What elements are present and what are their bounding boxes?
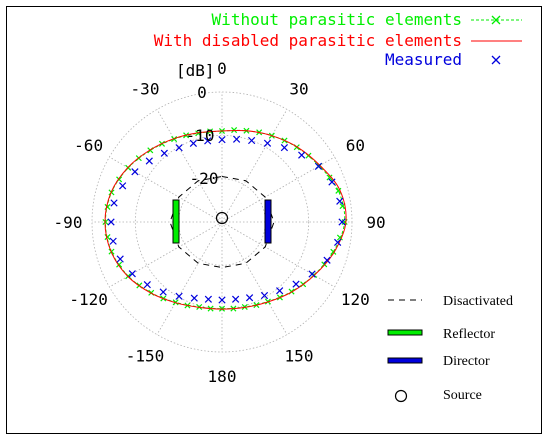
measured-marker [263,139,272,147]
measured-marker [336,197,344,205]
director-element [264,199,272,244]
series-without-parasitic [102,127,348,312]
grid-spoke-120 [221,221,335,288]
angle-tick-label: 120 [341,290,370,309]
legend-label-measured: Measured [385,50,462,69]
measured-marker [189,139,198,148]
grid-spoke-210 [156,221,223,335]
measured-marker [159,288,167,296]
legend-label-director: Director [443,354,490,369]
legend-swatch-measured [491,55,501,65]
legend-swatch-source [394,389,408,403]
grid-spoke-240 [109,221,223,288]
measured-marker [160,149,168,157]
measured-marker [190,294,198,302]
r-tick-label-0: 0 [197,83,207,102]
measured-marker [280,144,289,152]
grid-spoke-150 [221,221,288,335]
legend-label-without: Without parasitic elements [212,10,462,29]
legend-label-reflector: Reflector [443,327,495,342]
measured-marker [334,238,342,247]
legend-swatch-without [471,15,522,25]
angle-tick-labels: 0 30 60 90 120 150 180 -150 -120 -90 -60 -30 [54,59,386,386]
measured-marker [109,237,117,245]
measured-marker [276,287,284,295]
angle-tick-label: -60 [74,136,103,155]
measured-marker [308,270,316,278]
grid-spoke-60 [221,156,335,223]
r-tick-label-10: -10 [186,126,215,145]
measured-marker [314,162,323,170]
angle-tick-label: 180 [208,367,237,386]
antenna-elements [172,199,272,244]
legend-swatch-reflector [387,329,423,336]
series-measured [107,135,346,304]
legend-bottom: Disactivated Reflector Director Source [387,294,513,403]
angle-tick-label: -150 [126,346,165,365]
measured-marker [218,296,226,304]
measured-marker [260,291,269,300]
measured-marker [292,280,300,288]
measured-marker [116,255,124,263]
chart-frame [6,6,542,434]
measured-marker [119,182,127,190]
measured-marker [175,292,183,300]
angle-tick-label: 90 [366,213,385,232]
without-parasitic-marker [335,187,342,194]
legend-swatch-director [387,357,423,364]
legend-top: Without parasitic elements With disabled… [154,10,522,69]
measured-marker [248,136,256,145]
measured-marker [175,144,183,152]
series-disactivated [169,175,275,269]
measured-marker [218,136,226,144]
angle-tick-label: 30 [289,80,308,99]
measured-marker [128,270,136,278]
without-parasitic-line [104,129,346,310]
grid-ring-1 [134,134,310,310]
legend-label-disactivated: Disactivated [443,294,513,309]
angle-tick-label: 60 [346,136,365,155]
legend-label-source: Source [443,388,482,403]
r-tick-label-20: -20 [190,169,219,188]
measured-marker [232,135,241,143]
measured-marker [110,199,118,207]
r-axis-unit-label: [dB] [176,61,215,80]
measured-marker [298,151,306,159]
measured-marker [323,256,331,264]
grid-spoke-30 [221,109,288,223]
measured-marker [143,281,151,289]
source-element [215,211,229,225]
grid-spoke-330 [156,109,223,223]
measured-marker [131,168,139,176]
measured-marker [328,178,336,186]
without-parasitic-marker [326,174,333,181]
measured-marker [231,295,240,303]
reflector-element [172,199,180,244]
angle-tick-label: -120 [69,290,108,309]
angle-tick-label: 0 [217,59,227,78]
angle-tick-label: -90 [54,213,83,232]
measured-marker [145,157,153,165]
without-parasitic-marker [336,234,343,241]
grid-spoke-300 [109,156,223,223]
measured-marker [204,295,213,303]
measured-marker [107,218,115,226]
measured-marker [245,294,254,302]
measured-marker [204,137,212,145]
angle-tick-label: 150 [285,346,314,365]
measured-marker [338,218,346,226]
legend-label-with: With disabled parasitic elements [154,31,462,50]
disactivated-pattern-line [169,175,275,269]
without-parasitic-marker [339,203,346,210]
angle-tick-label: -30 [131,80,160,99]
